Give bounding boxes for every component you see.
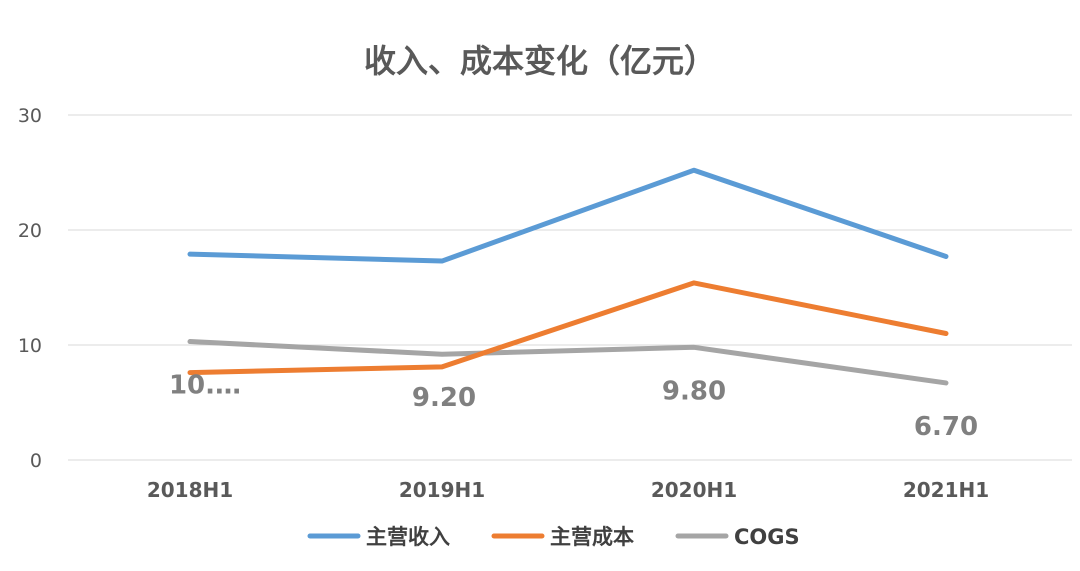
legend-label: COGS — [734, 525, 800, 549]
data-labels: 10.… 9.20 9.80 6.70 — [169, 371, 978, 442]
legend-item-2: COGS — [675, 525, 800, 549]
data-label: 6.70 — [914, 412, 978, 442]
chart-title: 收入、成本变化（亿元） — [364, 42, 716, 80]
data-label: 9.80 — [662, 376, 726, 406]
legend-item-0: 主营收入 — [307, 525, 450, 549]
x-tick-label: 2018H1 — [147, 478, 233, 502]
data-label: 9.20 — [412, 383, 476, 413]
series-line-1 — [187, 280, 949, 376]
x-tick-label: 2019H1 — [399, 478, 485, 502]
legend-label: 主营收入 — [366, 525, 450, 549]
data-label: 10.… — [169, 371, 241, 401]
legend-item-1: 主营成本 — [491, 525, 634, 549]
y-tick-label: 20 — [18, 220, 42, 242]
y-tick-label: 10 — [18, 335, 42, 357]
y-tick-label: 0 — [30, 450, 42, 472]
series-lines — [187, 167, 949, 386]
legend-label: 主营成本 — [550, 525, 634, 549]
x-tick-label: 2020H1 — [651, 478, 737, 502]
x-tick-label: 2021H1 — [903, 478, 989, 502]
legend: 主营收入 主营成本 COGS — [307, 525, 800, 549]
series-line-0 — [187, 167, 949, 264]
y-axis-ticks: 0 10 20 30 — [18, 105, 42, 472]
x-axis-ticks: 2018H1 2019H1 2020H1 2021H1 — [147, 478, 989, 502]
gridlines — [68, 114, 1072, 461]
y-tick-label: 30 — [18, 105, 42, 127]
series-line-2 — [187, 339, 949, 386]
